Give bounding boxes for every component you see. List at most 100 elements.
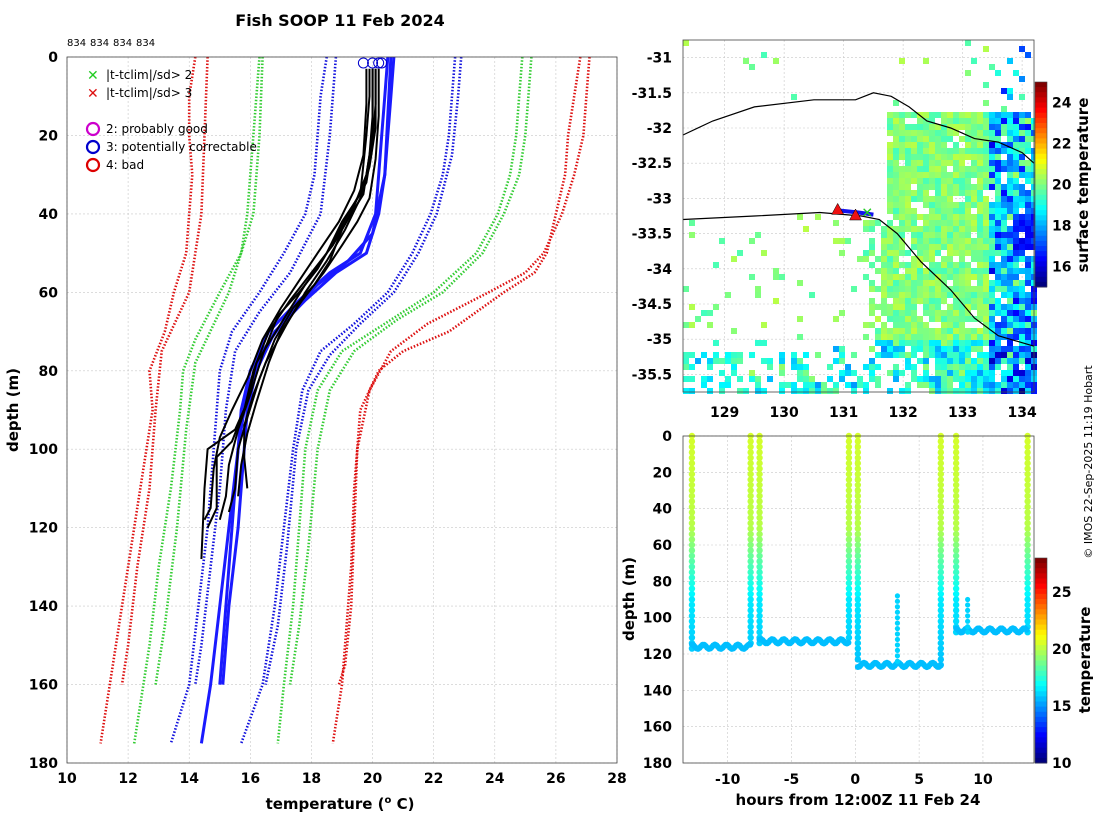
sst-pixel: [1007, 262, 1013, 268]
td-colorbar-segment: [1035, 757, 1047, 764]
cast-point: [688, 449, 696, 456]
sst-pixel: [977, 256, 983, 262]
sst-pixel: [923, 136, 929, 142]
sst-pixel: [899, 250, 905, 256]
sst-pixel: [875, 364, 881, 370]
sst-pixel: [929, 280, 935, 286]
sst-pixel: [917, 244, 923, 250]
sst-pixel: [1019, 226, 1025, 232]
sst-pixel: [965, 130, 971, 136]
sst-pixel: [977, 310, 983, 316]
sst-pixel: [977, 160, 983, 166]
cast-point: [937, 623, 945, 630]
colorbar-segment: [1035, 251, 1047, 257]
cast-point: [688, 443, 696, 451]
sst-pixel: [1013, 154, 1019, 160]
sst-pixel: [1007, 232, 1013, 238]
sst-pixel: [1001, 226, 1007, 232]
cast-point: [756, 612, 763, 620]
sst-pixel: [935, 136, 941, 142]
sst-pixel: [923, 334, 929, 340]
cast-point: [854, 623, 862, 630]
sst-pixel: [887, 352, 893, 358]
sst-pixel: [941, 136, 947, 142]
sst-pixel: [989, 292, 995, 298]
sst-pixel: [1025, 328, 1031, 334]
cast-point: [937, 460, 945, 467]
sst-pixel: [833, 346, 839, 352]
sst-pixel: [941, 352, 947, 358]
cast-point: [952, 438, 960, 445]
sst-pixel: [893, 310, 899, 316]
sst-pixel: [809, 388, 815, 394]
sst-pixel: [935, 124, 941, 130]
sst-pixel: [1007, 268, 1013, 274]
sst-pixel: [935, 202, 941, 208]
sst-pixel: [995, 232, 1001, 238]
sst-pixel: [959, 244, 965, 250]
sst-pixel: [911, 166, 917, 172]
sst-pixel: [929, 292, 935, 298]
td-colorbar-segment: [1035, 655, 1047, 661]
sst-pixel: [887, 148, 893, 154]
cast-point: [854, 574, 862, 581]
sst-pixel: [731, 328, 737, 334]
sst-pixel: [1019, 220, 1025, 226]
profile-plot-frame: [66, 56, 618, 764]
sst-pixel: [983, 142, 989, 148]
sst-pixel: [1007, 166, 1013, 172]
sst-pixel: [923, 298, 929, 304]
sst-pixel: [965, 70, 971, 76]
sst-pixel: [1001, 106, 1007, 112]
sst-pixel: [899, 262, 905, 268]
sst-pixel: [995, 214, 1001, 220]
sst-pixel: [887, 220, 893, 226]
sst-pixel: [917, 382, 923, 388]
cast-point: [937, 492, 945, 500]
sst-pixel: [899, 244, 905, 250]
sst-pixel: [875, 352, 881, 358]
sst-pixel: [893, 232, 899, 238]
sst-pixel: [1001, 112, 1007, 118]
legend-label: 4: bad: [106, 158, 144, 172]
sst-pixel: [905, 274, 911, 280]
sst-pixel: [893, 268, 899, 274]
sst-pixel: [911, 256, 917, 262]
x-tick-label: 20: [363, 771, 383, 787]
sst-pixel: [965, 208, 971, 214]
sst-pixel: [863, 364, 869, 370]
cast-point: [747, 460, 754, 467]
y-tick-label: 160: [29, 678, 58, 694]
sst-pixel: [995, 184, 1001, 190]
sst-pixel: [905, 334, 911, 340]
cast-point: [854, 476, 862, 483]
sst-pixel: [953, 292, 959, 298]
sst-pixel: [797, 334, 803, 340]
sst-pixel: [683, 388, 689, 394]
sst-pixel: [1019, 370, 1025, 376]
cast-point: [1024, 558, 1031, 565]
cast-point: [937, 487, 945, 494]
cast-point: [854, 520, 862, 527]
sst-pixel: [833, 316, 839, 322]
sst-pixel: [911, 160, 917, 166]
sst-pixel: [917, 124, 923, 130]
sst-pixel: [917, 136, 923, 142]
sst-pixel: [899, 388, 905, 394]
sst-pixel: [959, 346, 965, 352]
cast-point: [688, 601, 696, 609]
sst-pixel: [1013, 310, 1019, 316]
sst-pixel: [1019, 352, 1025, 358]
sst-pixel: [947, 244, 953, 250]
sst-pixel: [947, 352, 953, 358]
sst-pixel: [929, 262, 935, 268]
sst-pixel: [983, 208, 989, 214]
cast-point: [1024, 498, 1031, 505]
sst-pixel: [863, 388, 869, 394]
colorbar-segment: [1035, 143, 1047, 150]
sst-pixel: [1013, 352, 1019, 358]
sst-pixel: [863, 220, 869, 226]
sst-pixel: [1007, 208, 1013, 214]
sst-pixel: [965, 382, 971, 388]
cast-point: [1024, 596, 1031, 603]
